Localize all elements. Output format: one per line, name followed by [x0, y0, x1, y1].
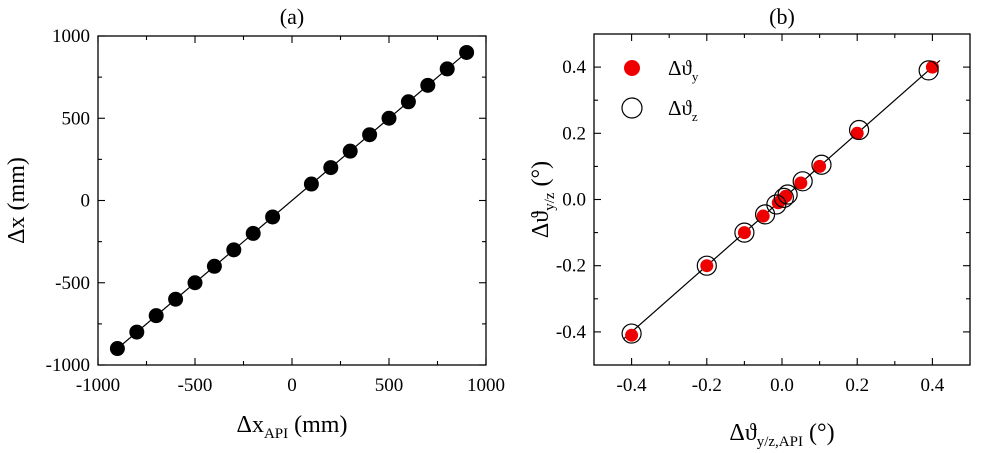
- panel-a: (a) -1000 -500 0 500 1000 -1000 -500 0 500 1000 ΔxA…: [4, 4, 505, 442]
- x-axis-label-sub: y/z,API: [757, 434, 803, 450]
- y-axis-label-main: Δϑ: [528, 211, 554, 238]
- y-axis-label: Δϑy/z (°): [528, 161, 558, 238]
- data-point: [362, 127, 377, 142]
- y-tick-label: 0: [81, 191, 91, 212]
- y-tick-label: -1000: [46, 355, 90, 376]
- y-tick-label: 1000: [52, 26, 90, 47]
- x-axis-label-unit: (mm): [288, 412, 347, 438]
- y-axis-label-sub: y/z: [542, 192, 558, 211]
- y-tick-label: 0.2: [562, 123, 586, 144]
- x-tick-label: 0.4: [921, 375, 945, 396]
- legend-label-sub: y: [692, 69, 699, 84]
- data-point: [207, 259, 222, 274]
- x-tick-label: 1000: [467, 375, 505, 396]
- x-axis-label-main: Δx: [237, 412, 264, 438]
- y-tick-label: -500: [55, 273, 90, 294]
- data-point: [401, 94, 416, 109]
- x-tick-label: -500: [178, 375, 213, 396]
- x-tick-label: 0.2: [845, 375, 869, 396]
- legend-marker-open: [622, 98, 642, 118]
- legend-label: Δϑy: [668, 56, 699, 84]
- y-tick-label: -0.2: [556, 256, 586, 277]
- data-point: [188, 275, 203, 290]
- legend-label-main: Δϑ: [668, 96, 693, 120]
- legend-label-sub: z: [692, 109, 698, 124]
- data-point: [265, 209, 280, 224]
- legend-label: Δϑz: [668, 96, 698, 124]
- x-axis-label-unit: (°): [803, 420, 835, 446]
- x-tick-label: 0: [287, 375, 297, 396]
- x-tick-label: -0.2: [692, 375, 722, 396]
- data-point: [246, 226, 261, 241]
- x-axis-label: ΔxAPI (mm): [237, 412, 348, 442]
- x-tick-label: 0.0: [770, 375, 794, 396]
- data-point: [440, 61, 455, 76]
- fit-line: [117, 52, 466, 348]
- x-tick-label: -0.4: [617, 375, 648, 396]
- data-point: [343, 144, 358, 159]
- data-point: [304, 177, 319, 192]
- figure: (a) -1000 -500 0 500 1000 -1000 -500 0 500 1000 ΔxA…: [0, 0, 1000, 453]
- legend-label-main: Δϑ: [668, 56, 693, 80]
- data-point: [420, 78, 435, 93]
- y-axis-label: Δx (mm): [4, 157, 30, 244]
- data-point: [738, 226, 751, 239]
- y-axis-label-unit: (°): [528, 161, 554, 193]
- data-point: [168, 292, 183, 307]
- data-point: [459, 45, 474, 60]
- data-point: [323, 160, 338, 175]
- y-tick-label: 500: [62, 108, 91, 129]
- y-tick-label: 0.4: [562, 57, 586, 78]
- data-point: [382, 111, 397, 126]
- y-tick-label: -0.4: [556, 322, 587, 343]
- x-axis-label: Δϑy/z,API (°): [729, 420, 834, 450]
- panel-b: (b)-0.4 -0.2 0.0 0.2 0.4-0.4-0.20.00.20.4Δϑy…: [528, 4, 970, 450]
- panel-label: (a): [280, 4, 304, 29]
- data-point: [110, 341, 125, 356]
- y-tick-label: 0.0: [562, 190, 586, 211]
- x-tick-label: 500: [375, 375, 404, 396]
- data-point: [226, 242, 241, 257]
- x-axis-label-main: Δϑ: [729, 420, 756, 446]
- data-point: [851, 127, 864, 140]
- x-axis-label-sub: API: [264, 426, 288, 442]
- legend-marker: [624, 60, 640, 76]
- y-axis-label-main: Δx (mm): [4, 157, 30, 244]
- data-point: [625, 329, 638, 342]
- data-point: [129, 325, 144, 340]
- x-tick-label: -1000: [76, 375, 120, 396]
- panel-label: (b): [769, 4, 795, 29]
- data-point: [149, 308, 164, 323]
- data-point: [700, 259, 713, 272]
